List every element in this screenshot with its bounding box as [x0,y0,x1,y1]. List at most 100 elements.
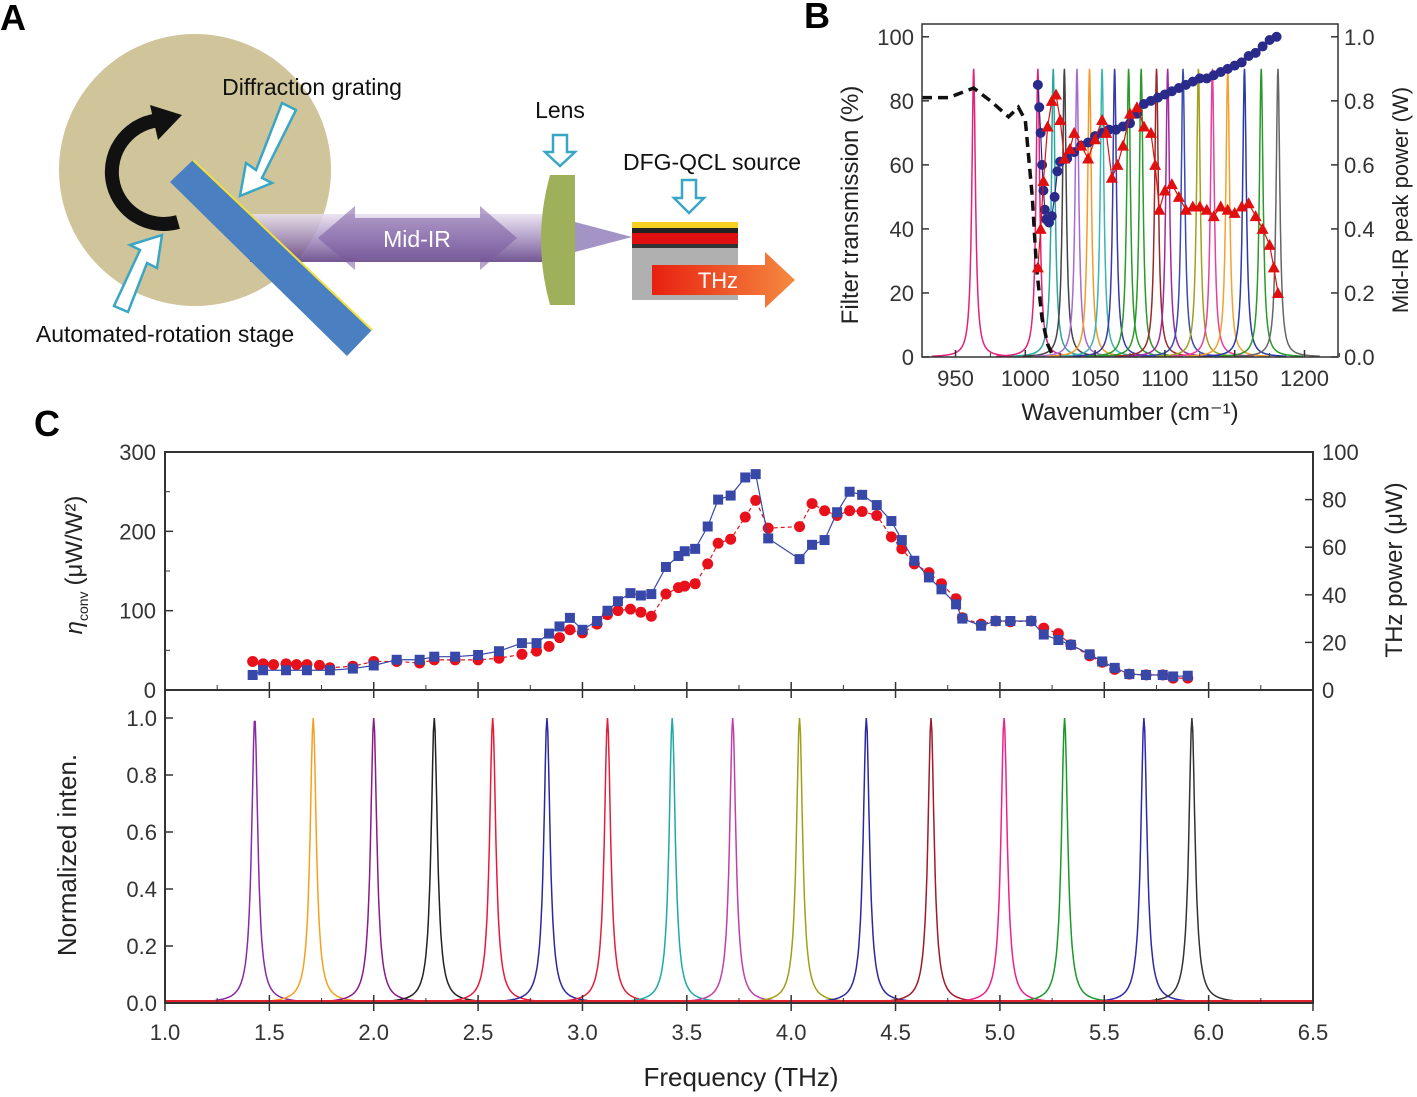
thz-power-point [660,561,671,572]
thz-power-point [414,654,425,665]
y2-tick-label: 80 [1322,488,1346,513]
y2-tick-label: 0 [1322,678,1334,703]
eta-point [531,645,543,657]
thz-power-point [702,521,713,532]
eta-point [564,624,576,636]
x-tick-label: 2.0 [358,1020,389,1045]
transmission-point [1068,126,1081,138]
thz-power-point [554,621,565,632]
lens [541,175,575,305]
eta-unit: (μW/W²) [61,496,88,586]
chip-grating [632,228,738,233]
eta-point [313,659,325,671]
y-tick-label: 0.4 [126,877,157,902]
transmission-point [1058,152,1071,164]
thz-power-point [763,533,774,544]
thz-power-point [281,665,292,676]
eta-point [712,537,724,549]
x-tick-label: 1050 [1071,366,1120,391]
grating-surface [192,159,373,331]
x-tick-label: 1.5 [254,1020,285,1045]
thz-power-point [347,663,358,674]
filter-peak [1236,68,1320,357]
thz-power-point [301,665,312,676]
transmission-dashed-line [922,86,1055,358]
power-point [1052,166,1063,177]
thz-spectrum-peak [674,717,925,1004]
eta-point [725,533,737,545]
setup-diagram: Mid-IR THz Diffraction grating Lens DFG-… [36,34,801,356]
power-point [1049,191,1060,202]
transmission-point [1172,190,1185,202]
power-point [1046,211,1057,222]
thz-power-point [391,654,402,665]
transmission-point [1041,120,1054,132]
x-tick-label: 1.0 [150,1020,181,1045]
thz-spectrum-peak [421,717,672,1004]
thz-power-point [750,469,761,480]
y-tick-label: 60 [890,153,914,178]
x-tick-label: 5.0 [985,1020,1016,1045]
stage-pointer-arrow-icon [112,233,164,314]
transmission-point [1256,222,1269,234]
y2-tick-label: 1.0 [1344,25,1375,50]
thz-spectrum-peak [248,717,499,1004]
thz-power-point [871,500,882,511]
eta-point [896,543,908,555]
transmission-point [1207,210,1220,222]
x-tick-label: 1150 [1211,366,1258,391]
thz-spectrum-peak [805,717,1057,1004]
filter-peak [931,68,1016,357]
transmission-point [1153,203,1166,215]
power-point [1083,137,1094,148]
thz-power-point [1084,649,1095,660]
power-point [1032,79,1043,90]
y2-tick-label: 0.0 [1344,345,1375,370]
transmission-point [1111,158,1124,170]
eta-point [290,659,302,671]
panel-label-b: B [804,0,830,36]
thz-power-point [1124,669,1135,680]
eta-point [739,511,751,523]
focused-beam [575,222,632,252]
transmission-point [1031,261,1044,273]
thz-spectrum-peak [309,717,559,1004]
stage-label: Automated-rotation stage [36,321,294,347]
transmission-point [1096,114,1109,126]
eta-point [635,606,647,618]
chip-contact [632,222,738,228]
y-tick-label: 200 [119,519,156,544]
series-line-0 [252,499,1188,679]
thz-spectrum-peak [188,717,438,1004]
eta-point [885,531,897,543]
chart-c-xlabel: Frequency (THz) [643,1062,838,1092]
y2-tick-label: 60 [1322,535,1346,560]
thz-power-point [450,651,461,662]
y-tick-label: 100 [877,25,914,50]
transmission-point [1105,171,1118,183]
thz-power-point [673,551,684,562]
eta-point [819,505,831,517]
transmission-point [1149,158,1162,170]
transmission-point [1200,203,1213,215]
thz-power-point [577,624,588,635]
thz-power-point [258,665,269,676]
panel-label-a: A [0,0,26,38]
y-tick-label: 80 [890,89,914,114]
eta-point [856,506,868,517]
thz-power-point [625,588,636,599]
power-point [1037,159,1048,170]
source-pointer-arrow-icon [670,178,708,215]
filter-peak [1219,68,1304,357]
filter-peak [1047,68,1132,357]
power-point [1271,31,1282,42]
transmission-point [1221,203,1234,215]
transmission-point [1054,114,1067,126]
y-tick-label: 1.0 [126,706,157,731]
chart-c-bottom-marks [165,717,1313,1004]
transmission-point [1034,222,1047,234]
thz-power-point [473,650,484,661]
transmission-point [1075,139,1088,151]
transmission-point [1193,200,1206,212]
chart-c-top-y2label: THz power (μW) [1381,482,1408,657]
